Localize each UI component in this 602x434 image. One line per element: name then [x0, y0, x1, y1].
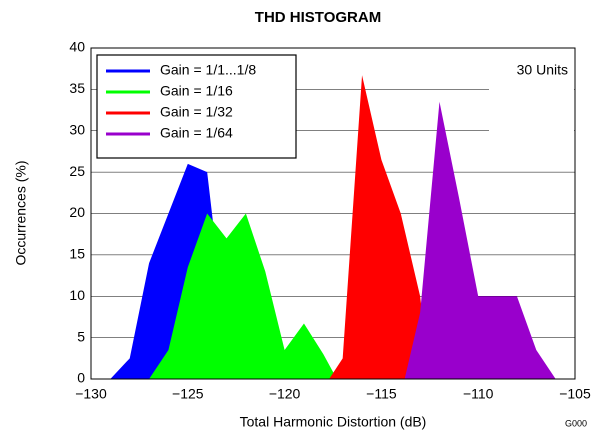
legend-label: Gain = 1/1...1/8 [160, 62, 256, 78]
y-tick-label: 15 [69, 246, 85, 262]
x-tick-label: −110 [463, 386, 494, 402]
y-axis-label: Occurrences (%) [13, 160, 29, 265]
annotation: 30 Units [517, 62, 568, 78]
plot-frame [90, 47, 576, 380]
legend-label: Gain = 1/64 [160, 125, 233, 141]
histogram-area [404, 101, 556, 379]
histogram-area [329, 75, 430, 380]
y-tick-label: 25 [69, 163, 85, 179]
x-tick-label: −115 [366, 386, 397, 402]
x-tick-label: −120 [269, 386, 301, 402]
x-tick-label: −105 [559, 386, 591, 402]
x-axis-label: Total Harmonic Distortion (dB) [240, 414, 427, 430]
y-tick-label: 40 [69, 39, 85, 55]
figure-id: G000 [565, 418, 587, 428]
x-tick-label: −125 [172, 386, 204, 402]
y-tick-label: 0 [77, 370, 85, 386]
y-tick-label: 5 [77, 328, 85, 344]
x-tick-label: −130 [75, 386, 107, 402]
y-tick-label: 35 [69, 80, 85, 96]
histogram-area [149, 213, 337, 379]
chart-title: THD HISTOGRAM [255, 9, 381, 26]
y-tick-label: 30 [69, 121, 85, 137]
legend-label: Gain = 1/16 [160, 83, 233, 99]
y-tick-label: 10 [69, 287, 85, 303]
y-tick-label: 20 [69, 204, 85, 220]
annotation-bg [489, 49, 574, 149]
legend-label: Gain = 1/32 [160, 104, 233, 120]
